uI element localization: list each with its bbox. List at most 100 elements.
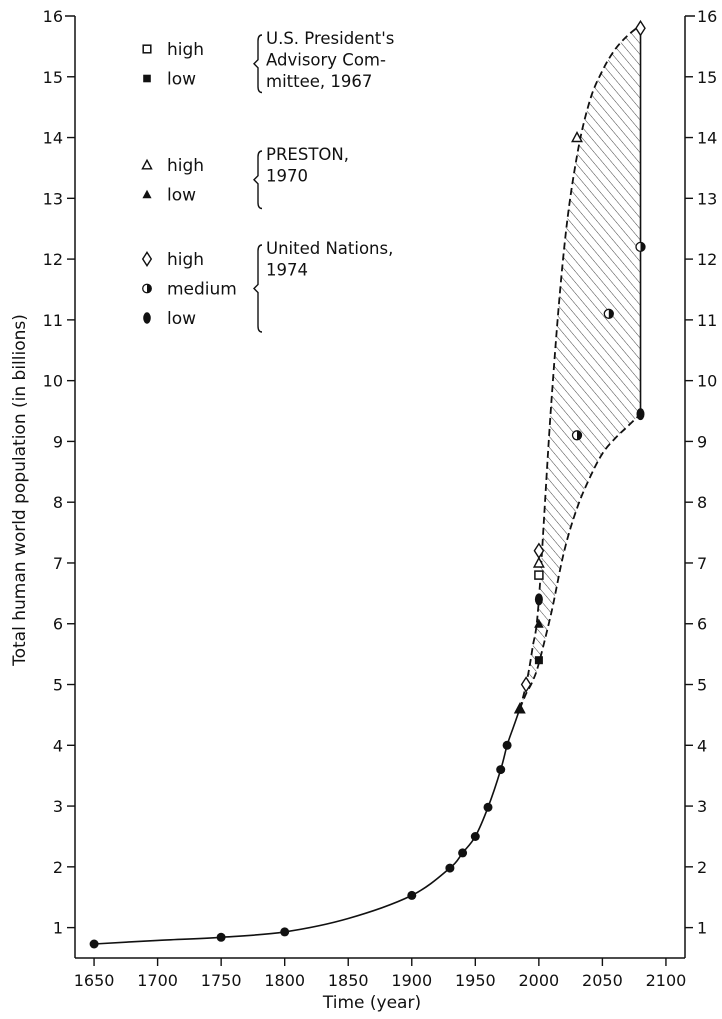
legend-source-line: mittee, 1967: [266, 72, 372, 91]
left-y-tick-label: 16: [43, 7, 63, 26]
historical-point: [470, 832, 480, 841]
filled-circle-icon: [470, 832, 480, 841]
projection-point-filled-triangle: [515, 703, 525, 713]
historical-point: [458, 848, 468, 858]
projection-point-half-circle: [603, 308, 614, 319]
filled-ellipse-icon: [534, 593, 543, 606]
right-y-tick-label: 16: [697, 7, 717, 26]
legend-marker: [142, 283, 152, 294]
right-y-tick-label: 12: [697, 250, 717, 269]
legend-marker: [142, 44, 152, 54]
filled-ellipse-icon: [636, 408, 645, 421]
projection-point-filled-ellipse: [534, 593, 543, 606]
filled-triangle-icon: [534, 618, 544, 628]
projection-band: [518, 24, 642, 710]
filled-square-icon: [143, 74, 151, 83]
legend-source-line: 1974: [266, 261, 308, 280]
legend-item-label: low: [167, 70, 196, 90]
filled-circle-icon: [407, 890, 417, 900]
projection-band-hatch: [519, 25, 641, 709]
open-diamond-icon: [520, 676, 532, 693]
legend-group: high medium low United Nations, 1974: [141, 239, 393, 333]
legend-source-line: PRESTON,: [266, 145, 349, 164]
open-triangle-icon: [141, 158, 153, 170]
left-y-tick-label: 8: [53, 493, 63, 512]
legend-marker: [143, 312, 151, 324]
filled-triangle-icon: [142, 189, 152, 199]
right-y-tick-label: 15: [697, 68, 717, 87]
projection-point-filled-triangle: [534, 618, 544, 628]
x-tick-label: 1750: [201, 971, 242, 990]
half-circle-fill-icon: [147, 284, 152, 293]
historical-point: [407, 890, 417, 900]
legend: high low U.S. President's Advisory Com-mitt…: [141, 29, 394, 333]
historical-point: [89, 939, 99, 949]
filled-circle-icon: [496, 765, 506, 775]
legend-marker: [141, 251, 153, 267]
legend-marker: [143, 74, 151, 83]
y-axis-title: Total human world population (in billion…: [10, 314, 30, 667]
filled-ellipse-icon: [143, 312, 151, 324]
x-tick-label: 2000: [518, 971, 559, 990]
x-tick-label: 2100: [646, 971, 687, 990]
legend-item-label: low: [167, 186, 196, 206]
projection-point-open-triangle: [532, 556, 545, 568]
projection-point-open-diamond: [520, 676, 532, 693]
historical-curve-layer: [94, 708, 521, 945]
axes: [65, 15, 695, 959]
right-y-tick-label: 6: [697, 615, 707, 634]
legend-source-line: 1970: [266, 167, 308, 186]
filled-square-icon: [534, 656, 543, 665]
x-tick-label: 1850: [328, 971, 369, 990]
right-y-tick-label: 1: [697, 919, 707, 938]
open-triangle-icon: [571, 131, 583, 143]
historical-point: [496, 765, 506, 775]
projection-point-filled-square: [534, 656, 543, 665]
left-y-tick-label: 1: [53, 919, 63, 938]
right-y-tick-label: 9: [697, 432, 707, 451]
open-triangle-icon: [532, 556, 545, 568]
x-tick-label: 2050: [582, 971, 623, 990]
legend-group: high low U.S. President's Advisory Com-mitt…: [142, 29, 394, 94]
filled-circle-icon: [89, 939, 99, 949]
x-tick-label: 1650: [74, 971, 115, 990]
right-y-tick-label: 7: [697, 554, 707, 573]
legend-item-label: medium: [167, 280, 237, 300]
left-y-tick-label: 2: [53, 858, 63, 877]
filled-circle-icon: [445, 863, 455, 873]
right-y-tick-label: 10: [697, 372, 717, 391]
legend-item-label: high: [167, 156, 204, 176]
open-diamond-icon: [141, 251, 153, 267]
left-y-tick-label: 9: [53, 432, 63, 451]
left-y-tick-label: 7: [53, 554, 63, 573]
half-circle-fill-icon: [608, 309, 614, 319]
legend-marker: [141, 158, 153, 170]
historical-point: [502, 740, 512, 750]
filled-triangle-icon: [515, 703, 525, 713]
legend-item-label: low: [167, 309, 196, 329]
left-y-tick-label: 3: [53, 797, 63, 816]
left-y-tick-label: 15: [43, 68, 63, 87]
historical-point: [280, 927, 290, 937]
x-tick-label: 1900: [391, 971, 432, 990]
legend-marker: [142, 189, 152, 199]
legend-item-label: high: [167, 250, 204, 270]
open-diamond-icon: [533, 542, 545, 560]
projection-point-half-circle: [635, 241, 646, 253]
left-y-tick-label: 10: [43, 372, 63, 391]
half-circle-fill-icon: [640, 242, 645, 252]
projection-lower-boundary: [518, 413, 642, 710]
left-y-tick-label: 14: [43, 129, 63, 148]
legend-group: high low PRESTON, 1970: [141, 145, 349, 210]
historical-point: [216, 932, 226, 942]
right-y-tick-label: 8: [697, 493, 707, 512]
filled-circle-icon: [502, 740, 512, 750]
open-square-icon: [534, 570, 544, 580]
legend-brace: [253, 150, 263, 210]
legend-brace: [253, 244, 263, 333]
projection-point-half-circle: [571, 430, 583, 441]
projection-point-open-square: [534, 570, 544, 580]
filled-circle-icon: [216, 932, 226, 942]
right-y-tick-label: 11: [697, 311, 717, 330]
